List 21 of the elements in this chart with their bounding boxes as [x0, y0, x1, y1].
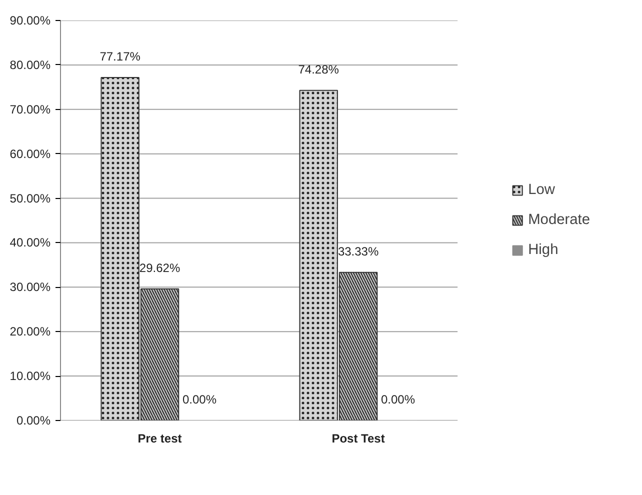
y-tick-label: 50.00% — [10, 191, 51, 206]
y-tick-label: 40.00% — [10, 236, 51, 250]
y-tick-label: 10.00% — [10, 369, 51, 384]
data-label: 29.62% — [139, 260, 180, 275]
legend-label: Moderate — [528, 212, 590, 228]
y-tick-label: 60.00% — [10, 146, 51, 161]
y-tick-label: 30.00% — [10, 280, 51, 294]
data-label: 0.00% — [182, 392, 217, 406]
x-tick-label: Pre test — [138, 432, 182, 446]
data-label: 0.00% — [380, 392, 416, 406]
data-label: 74.28% — [298, 62, 340, 76]
data-label: 77.17% — [100, 50, 141, 64]
data-label: 33.33% — [338, 244, 379, 258]
y-tick-label: 0.00% — [16, 414, 51, 428]
y-tick-label: 20.00% — [10, 324, 51, 339]
legend-label: High — [528, 242, 558, 258]
x-tick-label: Post Test — [332, 432, 385, 446]
legend-label: Low — [528, 182, 555, 198]
y-tick-label: 90.00% — [10, 14, 51, 28]
y-tick-label: 80.00% — [10, 58, 51, 72]
y-tick-label: 70.00% — [10, 102, 51, 116]
